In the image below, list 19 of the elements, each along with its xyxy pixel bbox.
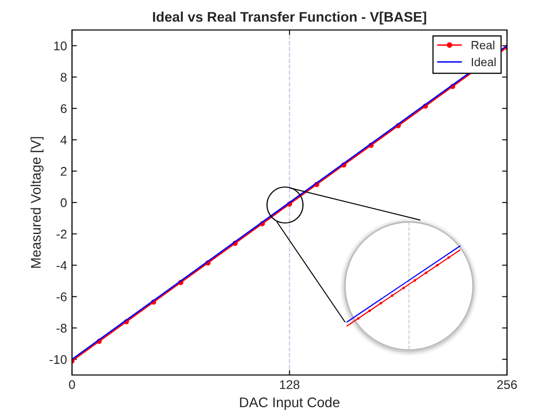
y-tick-label: 8	[60, 72, 67, 82]
legend-label: Real	[472, 40, 494, 50]
y-tick-label: -8	[56, 324, 67, 333]
y-tick-label: -2	[56, 230, 67, 238]
y-tick-label: 0	[60, 198, 67, 208]
y-tick-label: 10	[54, 41, 67, 50]
x-tick-label: 256	[497, 380, 517, 390]
x-axis-title: DAC Input Code	[240, 397, 340, 410]
x-tick-label: 128	[280, 380, 300, 390]
y-tick-label: 6	[60, 104, 67, 114]
y-tick-label: 2	[60, 166, 67, 176]
y-tick-label: -4	[56, 261, 67, 270]
y-tick-label: 4	[60, 136, 67, 144]
y-axis-title: Measured Voltage [V]	[30, 137, 44, 268]
chart-title: Ideal vs Real Transfer Function - V[BASE]	[153, 12, 426, 25]
x-tick-label: 0	[69, 380, 75, 390]
legend-label: Ideal	[472, 58, 496, 66]
y-tick-label: -6	[56, 292, 67, 302]
y-tick-label: -10	[50, 355, 67, 364]
